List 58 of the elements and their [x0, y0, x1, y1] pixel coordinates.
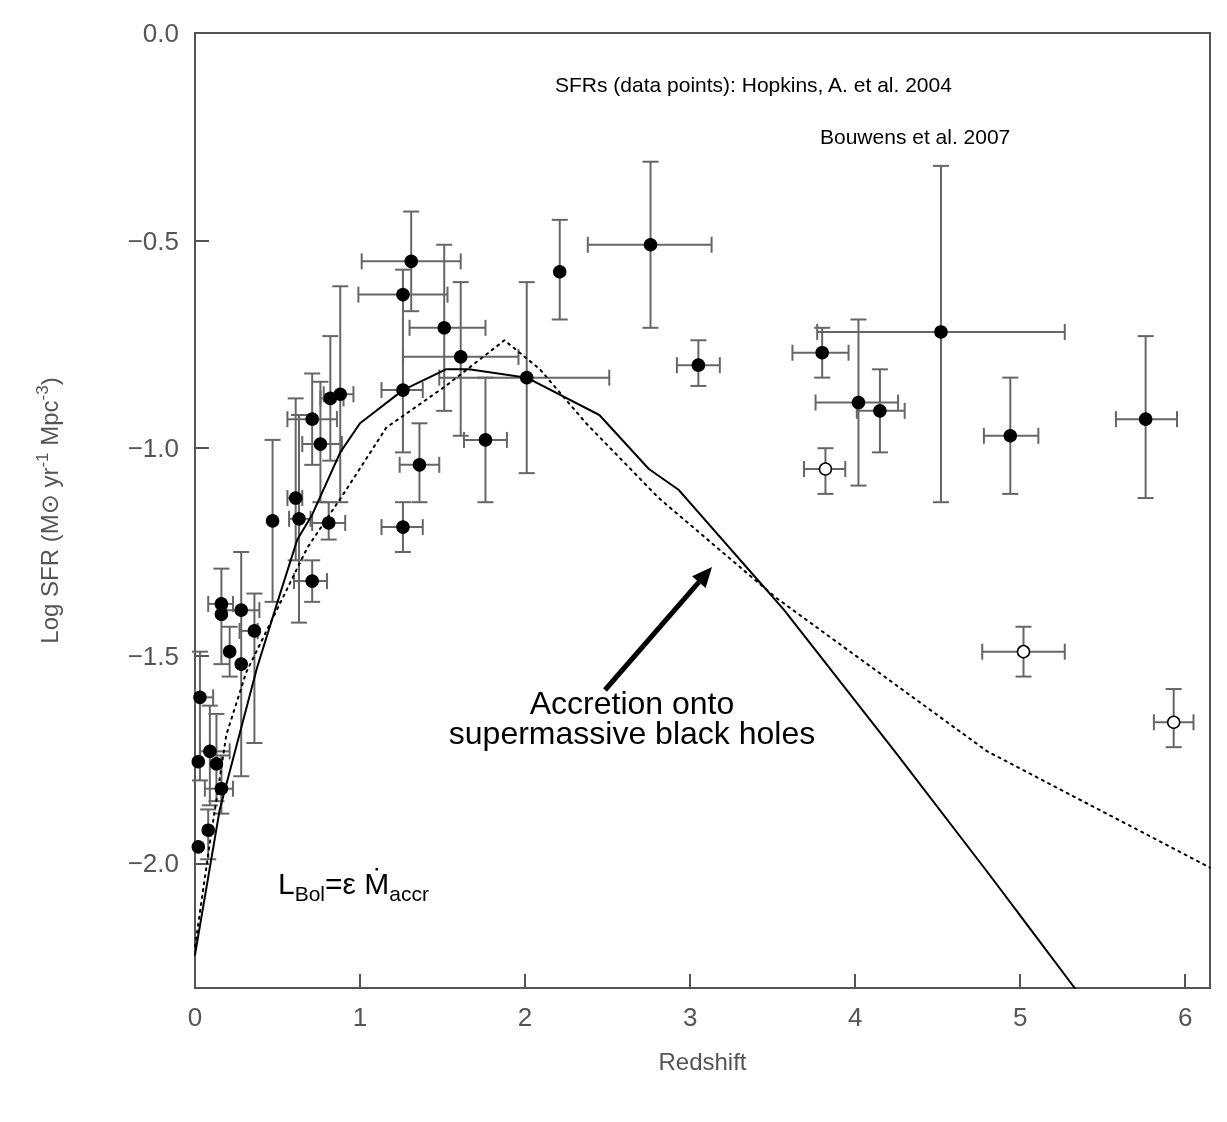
point: [404, 254, 418, 269]
point: [234, 603, 248, 617]
x-tick-label: 5: [1012, 1002, 1028, 1032]
x-tick-label: 2: [517, 1002, 533, 1032]
annotation: Bouwens et al. 2007: [820, 125, 1011, 149]
annotation: SFRs (data points): Hopkins, A. et al. 2004: [555, 73, 953, 97]
point: [265, 514, 280, 528]
point: [323, 391, 338, 406]
y-axis-title: Log SFR (M⊙ yr-1 Mpc-3): [32, 377, 63, 644]
point: [193, 690, 207, 705]
point: [209, 757, 224, 771]
point: [396, 383, 410, 397]
point: [1166, 715, 1181, 730]
point: [191, 754, 206, 769]
point: [191, 840, 206, 854]
point: [553, 265, 567, 279]
point: [1138, 412, 1153, 426]
point: [234, 657, 248, 671]
point: [519, 370, 534, 385]
point: [321, 516, 336, 530]
point: [214, 781, 229, 796]
point: [453, 350, 468, 364]
point: [222, 644, 237, 659]
point: [643, 238, 658, 252]
point: [851, 395, 866, 410]
x-tick-label: 1: [352, 1002, 368, 1032]
point: [478, 433, 493, 447]
x-tick-label: 3: [682, 1002, 698, 1032]
point: [412, 458, 427, 472]
y-tick-label: −0.5: [127, 225, 179, 256]
point: [333, 387, 347, 401]
point: [873, 404, 887, 418]
point: [292, 512, 306, 526]
y-tick-label: 0.0: [142, 18, 179, 48]
x-tick-label: 4: [847, 1002, 863, 1032]
point: [1003, 429, 1018, 443]
point: [305, 574, 319, 588]
point: [201, 823, 215, 837]
x-axis-title: Redshift: [658, 1048, 747, 1075]
annotation: Accretion onto supermassive black holes: [448, 685, 816, 751]
point: [1016, 644, 1031, 659]
point: [203, 744, 217, 759]
x-tick-label: 6: [1178, 1002, 1193, 1032]
point: [214, 607, 229, 622]
point: [305, 412, 319, 426]
point: [437, 321, 451, 335]
point: [815, 345, 829, 360]
point: [396, 287, 410, 302]
point: [691, 358, 706, 372]
point: [818, 462, 833, 476]
point: [247, 624, 262, 638]
point: [313, 437, 328, 451]
y-tick-label: −1.0: [127, 433, 179, 464]
x-tick-label: 0: [187, 1002, 203, 1032]
point: [396, 520, 410, 534]
point: [934, 325, 948, 339]
y-tick-label: −1.5: [127, 640, 179, 671]
y-tick-label: −2.0: [127, 848, 179, 879]
